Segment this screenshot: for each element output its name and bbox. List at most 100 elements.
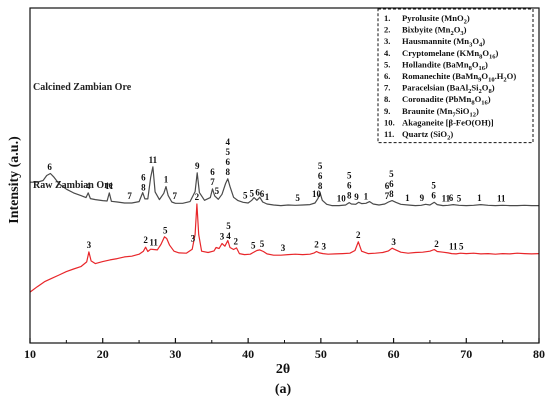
x-tick-label: 10	[24, 347, 36, 361]
peak-label: 6	[431, 191, 436, 201]
peak-label: 11	[442, 194, 451, 204]
legend-number: 9.	[384, 106, 390, 116]
legend-number: 7.	[384, 83, 390, 93]
peak-label: 6	[389, 179, 394, 189]
x-tick-label: 50	[315, 347, 327, 361]
peak-label: 4	[226, 137, 231, 147]
legend-number: 4.	[384, 48, 390, 58]
x-tick-label: 70	[460, 347, 472, 361]
peak-label: 3	[322, 242, 327, 252]
legend-entry: Hausmannite (Mn3O4)	[402, 36, 485, 49]
peak-label: 8	[347, 191, 352, 201]
peak-label: 1	[265, 192, 270, 202]
legend: 1. Pyrolusite (MnO2) 2. Bixbyite (Mn2O3) 3. H…	[377, 8, 534, 144]
peak-label: 1	[364, 191, 369, 201]
peak-label: 3	[191, 234, 196, 244]
series-layer	[29, 166, 540, 293]
peak-label: 5	[457, 193, 462, 203]
peak-label: 5	[260, 239, 265, 249]
x-tick-label: 20	[97, 347, 109, 361]
peak-label: 11	[449, 242, 458, 252]
axes: 10 20 30 40 50 60 70 80	[24, 7, 545, 361]
peak-label: 5	[215, 186, 220, 196]
peak-label: 8	[141, 183, 146, 193]
legend-entry: Romanechite (BaMn9O10.H2O)	[402, 71, 516, 84]
legend-entry: Pyrolusite (MnO2)	[402, 13, 470, 26]
legend-entry: Akaganeite [β-FeO(OH)]	[402, 117, 494, 127]
peak-label: 9	[420, 193, 425, 203]
peak-label: 6	[210, 167, 215, 177]
peak-label: 2	[314, 240, 319, 250]
peak-label: 3	[281, 243, 286, 253]
peak-label: 9	[195, 161, 200, 171]
peak-label: 3	[220, 232, 225, 242]
peak-label: 1	[477, 193, 482, 203]
peak-label: 6	[226, 157, 231, 167]
peak-label: 2	[356, 230, 361, 240]
peak-label: 7	[127, 191, 132, 201]
legend-box	[377, 8, 534, 144]
peak-label: 1	[405, 193, 410, 203]
legend-entry: Quartz (SiO2)	[402, 129, 453, 142]
peak-label: 5	[389, 169, 394, 179]
peak-label: 2	[195, 192, 200, 202]
legend-number: 6.	[384, 71, 390, 81]
peak-label: 5	[295, 193, 300, 203]
series-line-0	[29, 203, 540, 293]
peak-label: 6	[318, 171, 323, 181]
series-line-1	[30, 166, 539, 207]
peak-label: 5	[163, 225, 168, 235]
series-label-raw: Raw Zambian Ore	[33, 180, 113, 191]
peak-label: 3	[87, 240, 92, 250]
peak-label: 8	[226, 167, 231, 177]
x-tick-label: 80	[533, 347, 545, 361]
legend-entry: Paracelsian (BaAl2Si2O8)	[402, 83, 495, 96]
peak-label: 5	[431, 181, 436, 191]
series-label-calcined: Calcined Zambian Ore	[33, 82, 132, 93]
peak-label: 3	[391, 237, 396, 247]
peak-label: 6	[385, 181, 390, 191]
y-axis-title: Intensity (a.u.)	[7, 136, 22, 224]
peak-label: 11	[149, 238, 158, 248]
peak-label: 6	[141, 173, 146, 183]
x-axis-title: 2θ	[276, 362, 290, 377]
legend-entry: Coronadite (PbMn8O16)	[402, 94, 491, 107]
peak-label: 7	[210, 177, 215, 187]
peak-label: 11	[149, 155, 158, 165]
peak-label: 5	[318, 161, 323, 171]
peak-label: 9	[354, 192, 359, 202]
peak-label: 11	[497, 193, 506, 203]
peak-label: 2	[234, 236, 239, 246]
peak-label: 5	[226, 147, 231, 157]
legend-entry: Bixbyite (Mn2O3)	[402, 25, 467, 38]
peak-label: 5	[251, 241, 256, 251]
peak-label: 10	[312, 189, 322, 199]
peak-label: 6	[260, 189, 265, 199]
legend-number: 3.	[384, 36, 390, 46]
legend-entry: Braunite (Mn7SiO12)	[402, 106, 479, 119]
peak-label: 6	[255, 188, 260, 198]
peak-label: 8	[318, 181, 323, 191]
peak-label: 6	[347, 181, 352, 191]
peak-label: 4	[86, 181, 91, 191]
peak-label: 5	[250, 188, 255, 198]
peak-label: 1	[164, 175, 169, 185]
peak-label: 8	[389, 189, 394, 199]
peak-label: 6	[449, 193, 454, 203]
peak-label: 7	[172, 191, 177, 201]
peak-label: 5	[347, 171, 352, 181]
legend-number: 5.	[384, 59, 390, 69]
peak-label: 5	[243, 191, 248, 201]
legend-number: 2.	[384, 25, 390, 35]
panel-label: (a)	[275, 382, 292, 397]
legend-number: 11.	[384, 129, 394, 139]
peak-label: 2	[143, 235, 148, 245]
legend-number: 8.	[384, 94, 390, 104]
x-tick-label: 30	[169, 347, 181, 361]
legend-entry: Hollandite (BaMn8O16)	[402, 59, 488, 72]
peak-label: 11	[105, 181, 114, 191]
peak-label: 10	[337, 193, 347, 203]
legend-number: 10.	[384, 117, 395, 127]
peak-label: 5	[459, 241, 464, 251]
